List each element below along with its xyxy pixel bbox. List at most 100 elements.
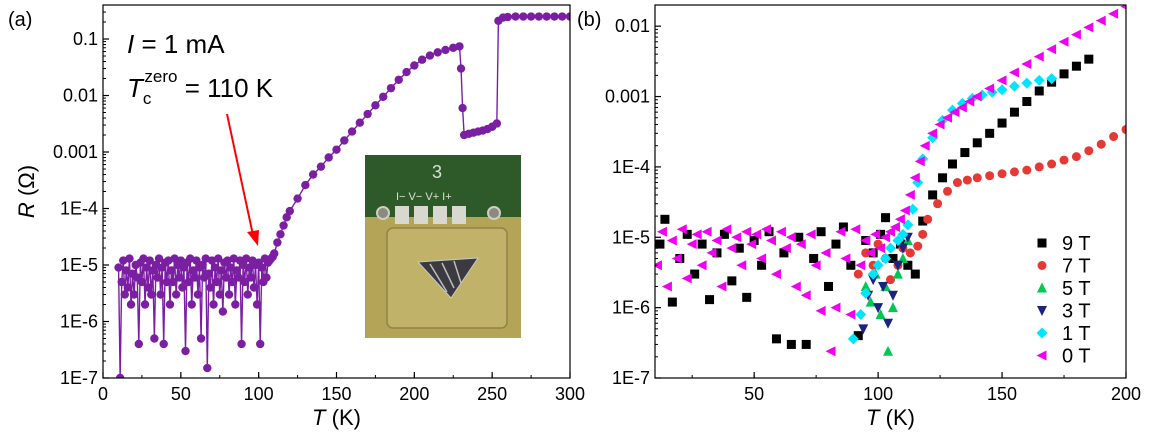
- data-point: [892, 260, 903, 271]
- data-point: [1033, 74, 1045, 86]
- panel-b-data: [655, 5, 1126, 357]
- data-point: [746, 239, 757, 250]
- data-point: [455, 42, 464, 51]
- data-point: [697, 239, 707, 249]
- panel-b-legend: 9 T7 T5 T3 T1 T0 T: [1036, 233, 1091, 368]
- data-point: [952, 178, 962, 188]
- data-point: [1096, 139, 1106, 149]
- data-point: [655, 239, 665, 249]
- data-point: [257, 263, 266, 272]
- data-point: [883, 318, 894, 329]
- data-point: [145, 256, 154, 265]
- data-point: [237, 339, 246, 349]
- data-point: [270, 249, 279, 258]
- data-point: [189, 266, 198, 275]
- data-point: [206, 283, 215, 292]
- data-point: [153, 273, 162, 282]
- data-point: [947, 159, 957, 169]
- data-point: [140, 300, 150, 309]
- data-point: [712, 248, 722, 258]
- data-point: [830, 302, 841, 313]
- data-point: [316, 162, 326, 171]
- data-point: [873, 303, 884, 314]
- data-point: [933, 199, 943, 209]
- data-point: [809, 253, 819, 263]
- data-point: [308, 170, 318, 179]
- data-point: [125, 254, 134, 263]
- data-point: [885, 226, 895, 237]
- data-point: [928, 190, 938, 200]
- data-point: [956, 102, 967, 113]
- data-point: [860, 287, 872, 299]
- data-point: [1008, 80, 1020, 92]
- data-point: [1034, 162, 1044, 172]
- data-point: [780, 243, 791, 254]
- data-point: [221, 273, 231, 282]
- data-point: [324, 153, 333, 162]
- legend-marker: [1037, 282, 1047, 293]
- data-point: [875, 243, 886, 254]
- data-point: [1022, 97, 1032, 107]
- data-point: [456, 64, 466, 73]
- data-point: [1071, 61, 1081, 71]
- data-point: [433, 48, 442, 57]
- data-point: [285, 206, 294, 216]
- data-point: [888, 253, 898, 263]
- data-point: [181, 346, 190, 356]
- data-point: [1047, 159, 1057, 169]
- data-point: [417, 55, 427, 64]
- panel-a-annotations: I = 1 mA Tczero = 110 K: [127, 29, 274, 246]
- data-point: [949, 107, 960, 118]
- data-point: [942, 112, 953, 123]
- data-point: [168, 277, 178, 287]
- data-point: [114, 263, 123, 272]
- data-point: [696, 260, 707, 271]
- data-point: [1034, 86, 1044, 96]
- data-point: [231, 300, 240, 309]
- data-point: [1058, 36, 1069, 47]
- legend-label: 5 T: [1062, 278, 1091, 300]
- data-point: [167, 266, 176, 275]
- data-point: [676, 224, 687, 235]
- data-point: [757, 260, 767, 270]
- data-point: [126, 300, 136, 309]
- data-point: [711, 235, 722, 246]
- data-point: [870, 229, 881, 240]
- data-point: [779, 248, 789, 258]
- data-point: [766, 235, 777, 246]
- data-point: [741, 226, 752, 237]
- x-tick-label: 100: [244, 384, 274, 404]
- data-point: [1059, 69, 1069, 79]
- data-point: [184, 277, 193, 287]
- data-point: [872, 259, 884, 271]
- data-point: [881, 213, 891, 223]
- y-tick-label: 1E-4: [60, 199, 98, 219]
- data-point: [985, 171, 995, 181]
- data-point: [897, 252, 908, 263]
- data-point: [892, 268, 903, 279]
- data-point: [846, 260, 856, 270]
- data-point: [117, 277, 126, 287]
- data-point: [705, 295, 715, 305]
- data-point: [887, 302, 898, 313]
- data-point: [876, 229, 886, 239]
- data-point: [868, 275, 879, 286]
- data-point: [666, 235, 677, 246]
- data-point: [210, 263, 220, 272]
- data-point: [1009, 167, 1019, 177]
- data-point: [775, 226, 786, 237]
- data-point: [894, 214, 905, 225]
- data-point: [972, 138, 982, 148]
- x-tick-label: 150: [987, 384, 1017, 404]
- data-point: [883, 345, 894, 356]
- data-point: [899, 205, 910, 216]
- data-point: [790, 281, 801, 292]
- data-point: [786, 339, 796, 349]
- y-tick-label: 0.01: [63, 86, 98, 106]
- data-point: [386, 83, 396, 93]
- panel-a: (a) 3 I− V− V+ I+ I = 1 mA Tczero = 110 …: [8, 4, 585, 430]
- data-point: [875, 308, 886, 319]
- data-point: [996, 84, 1008, 96]
- data-point: [996, 75, 1007, 86]
- data-point: [972, 173, 982, 183]
